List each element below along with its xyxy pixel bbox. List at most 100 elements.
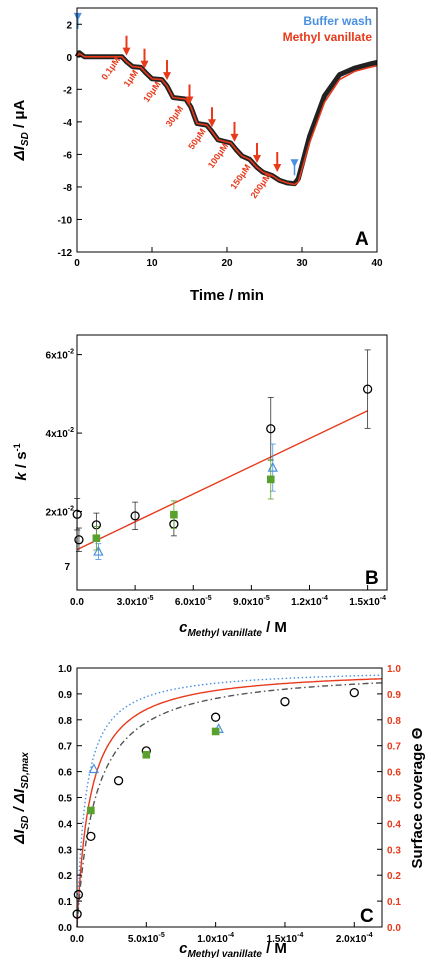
panel-c-y-tick-label: 0.4 xyxy=(58,819,72,830)
panel-a-injection-arrow-head xyxy=(140,60,149,69)
panel-b-x-tick-label: 1.2x10-4 xyxy=(291,595,328,608)
panel-c-data-point xyxy=(349,687,359,698)
panel-a-trace-dark xyxy=(74,50,378,187)
panel-c-data-point xyxy=(87,806,95,815)
panel-c-y-tick-label: 0.6 xyxy=(58,768,72,779)
panel-c-curve-lower-bound xyxy=(76,682,383,928)
panel-c-data-point xyxy=(88,763,100,774)
panel-b-data-point xyxy=(130,511,140,521)
panel-a-injection-arrow-head xyxy=(230,133,239,142)
panel-a-injection-label: 150μM xyxy=(228,162,252,191)
panel-a-plot-frame xyxy=(76,7,378,253)
panel-a-injection-arrow-head xyxy=(253,155,261,164)
panel-c-right-tick-label: 1.0 xyxy=(387,664,401,675)
panel-c-letter: C xyxy=(360,906,374,927)
panel-a-y-tick-label: 0 xyxy=(66,53,72,64)
panel-c-y-tick-label: 0.1 xyxy=(58,897,72,908)
panel-a-buffer-wash-marker xyxy=(290,159,299,168)
panel-a-y-axis-label: ΔISD / μA xyxy=(11,100,31,162)
panel-c-data-point xyxy=(280,697,290,707)
panel-b-x-tick-label: 6.0x10-5 xyxy=(175,595,212,608)
panel-c-x-tick-label: 5.0x10-5 xyxy=(128,932,165,945)
panel-b-x-axis-label: cMethyl vanillate / M xyxy=(179,619,287,639)
panel-a-x-tick-label: 30 xyxy=(296,258,308,269)
panel-a-x-axis-label: Time / min xyxy=(190,287,264,304)
panel-b-x-tick-label: 3.0x10-5 xyxy=(117,595,154,608)
panel-c-y-tick-label: 1.0 xyxy=(58,664,72,675)
panel-b-x-tick-label: 1.5x10-4 xyxy=(349,595,386,608)
panel-c-data-point xyxy=(73,889,84,900)
panel-c-right-tick-label: 0.1 xyxy=(387,897,401,908)
panel-a-injection-arrow-head xyxy=(185,96,194,105)
panel-a-y-tick-label: -6 xyxy=(63,150,72,161)
panel-c-x-axis-label: cMethyl vanillate / M xyxy=(179,940,287,958)
panel-c-right-tick-label: 0.3 xyxy=(387,845,401,856)
panel-b-x-tick-label: 9.0x10-5 xyxy=(233,595,270,608)
panel-c-x-tick-label: 1.5x10-4 xyxy=(267,932,304,945)
panel-c-right-tick-label: 0.8 xyxy=(387,716,401,727)
panel-a-x-tick-label: 0 xyxy=(74,258,80,269)
panel-c-data-point xyxy=(86,831,96,841)
panel-c-x-tick-label: 0.0 xyxy=(70,934,84,945)
panel-b-data-point xyxy=(74,535,84,545)
panel-a-y-tick-label: -8 xyxy=(63,183,72,194)
panel-b-plot-frame xyxy=(76,334,388,591)
panel-c-y-axis-label: ΔISD / ΔISD,max xyxy=(11,752,31,845)
panel-c-right-tick-label: 0.7 xyxy=(387,742,401,753)
panel-a-y-tick-label: -10 xyxy=(58,215,73,226)
panel-b-data-point xyxy=(93,545,104,556)
panel-c-x-tick-label: 2.0x10-4 xyxy=(336,932,373,945)
panel-c-right-tick-label: 0.6 xyxy=(387,768,401,779)
panel-c-data-point xyxy=(211,727,220,736)
panel-a-y-tick-label: -12 xyxy=(58,248,73,259)
panel-a-y-tick-label: 2 xyxy=(66,20,72,31)
panel-c-y-tick-label: 0.0 xyxy=(58,923,72,934)
panel-c-y-tick-label: 0.2 xyxy=(58,871,72,882)
panel-b-y-tick-label: 6x10-2 xyxy=(46,349,75,362)
panel-b-data-point xyxy=(266,424,276,434)
panel-b-y-tick-label: 4x10-2 xyxy=(46,427,75,440)
panel-c-right-tick-label: 0.4 xyxy=(387,819,401,830)
panel-b-data-point xyxy=(266,475,275,484)
panel-a-y-tick-label: -2 xyxy=(63,85,72,96)
panel-a-injection-arrow-head xyxy=(273,163,282,172)
panel-c-right-axis-label: Surface coverage Θ xyxy=(409,727,426,868)
panel-c-data-point xyxy=(142,750,151,759)
panel-c-right-tick-label: 0.9 xyxy=(387,690,401,701)
panel-b-y-stray-label: 7 xyxy=(64,562,70,573)
panel-a-letter: A xyxy=(355,229,369,250)
legend-buffer-wash: Buffer wash xyxy=(303,14,372,28)
panel-c-curve-upper-bound xyxy=(76,674,382,928)
panel-a-x-tick-label: 40 xyxy=(371,258,383,269)
panel-a-injection-arrow-head xyxy=(208,119,216,128)
panel-b-fit-line xyxy=(76,410,368,551)
panel-c-right-tick-label: 0.5 xyxy=(387,794,401,805)
panel-c-chart: 0.0 5.0x10-5 1.0x10-4 1.5x10-4 2.0x10-40.0 0.… xyxy=(11,664,426,960)
panel-c-plot-frame xyxy=(76,667,383,928)
panel-a-injection-label: 200μM xyxy=(249,171,273,200)
panel-b-chart: 0.0 3.0x10-5 6.0x10-5 9.0x10-5 1.2x10-4 1.5x1… xyxy=(12,334,388,639)
panel-b-letter: B xyxy=(365,568,379,589)
panel-c-y-tick-label: 0.7 xyxy=(58,742,72,753)
panel-b-x-tick-label: 0.0 xyxy=(70,597,84,608)
panel-a-legend: Buffer wash Methyl vanillate xyxy=(283,14,373,44)
panel-c-y-tick-label: 0.5 xyxy=(58,794,72,805)
panel-b-data-point xyxy=(362,384,373,394)
panel-a-buffer-wash-marker xyxy=(73,12,82,21)
panel-c-y-tick-label: 0.9 xyxy=(58,690,72,701)
panel-c-y-tick-label: 0.3 xyxy=(58,845,72,856)
panel-b-y-axis-label: k / s-1 xyxy=(12,443,30,480)
panel-a-trace-methyl-vanillate xyxy=(76,52,378,186)
panel-c-data-point xyxy=(210,712,221,722)
panel-a-injection-label: 100μM xyxy=(206,141,230,170)
panel-a-injection-label: 50μM xyxy=(186,127,207,152)
panel-c-right-tick-label: 0.2 xyxy=(387,871,401,882)
panel-a-x-tick-label: 20 xyxy=(221,258,233,269)
panel-a-injection-arrow-head xyxy=(122,47,131,56)
panel-c-y-tick-label: 0.8 xyxy=(58,716,72,727)
panel-a-injection-label: 1μM xyxy=(122,68,141,88)
panel-b-y-tick-label: 2x10-2 xyxy=(46,506,75,519)
panel-c-right-tick-label: 0.0 xyxy=(387,923,401,934)
